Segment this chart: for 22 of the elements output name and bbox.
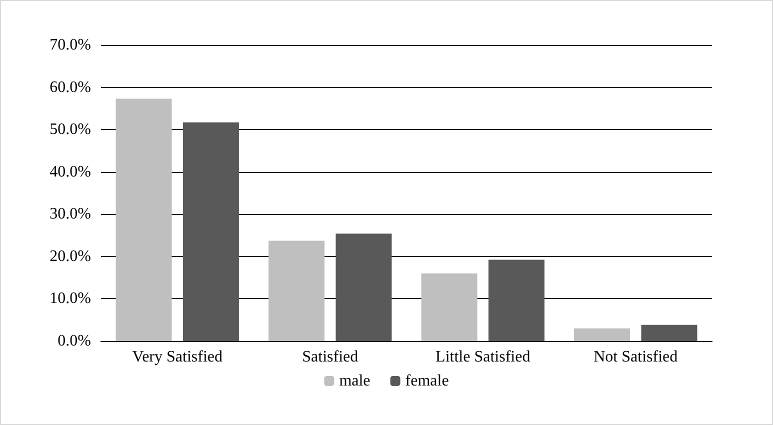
bar — [641, 324, 698, 341]
x-tick-label: Very Satisfied — [132, 348, 222, 366]
bar — [268, 240, 325, 341]
y-tick-label: 0.0% — [58, 332, 91, 350]
bar — [574, 328, 630, 341]
y-tick-label: 10.0% — [50, 290, 91, 308]
y-tick-label: 50.0% — [50, 121, 91, 138]
y-tick-label: 20.0% — [50, 248, 91, 265]
legend-label: male — [339, 372, 370, 390]
y-tick-label: 70.0% — [50, 36, 91, 54]
y-tick-label: 40.0% — [50, 163, 91, 180]
y-tick-label: 60.0% — [50, 78, 91, 96]
legend-label: female — [405, 372, 449, 390]
bar — [421, 273, 478, 341]
x-tick-label: Not Satisfied — [594, 348, 678, 366]
y-tick-label: 30.0% — [50, 206, 91, 223]
bar — [336, 234, 392, 341]
bar — [488, 260, 544, 341]
bar — [116, 98, 172, 341]
x-tick-label: Satisfied — [302, 348, 358, 366]
bar — [182, 122, 239, 341]
x-tick-label: Little Satisfied — [436, 348, 530, 366]
